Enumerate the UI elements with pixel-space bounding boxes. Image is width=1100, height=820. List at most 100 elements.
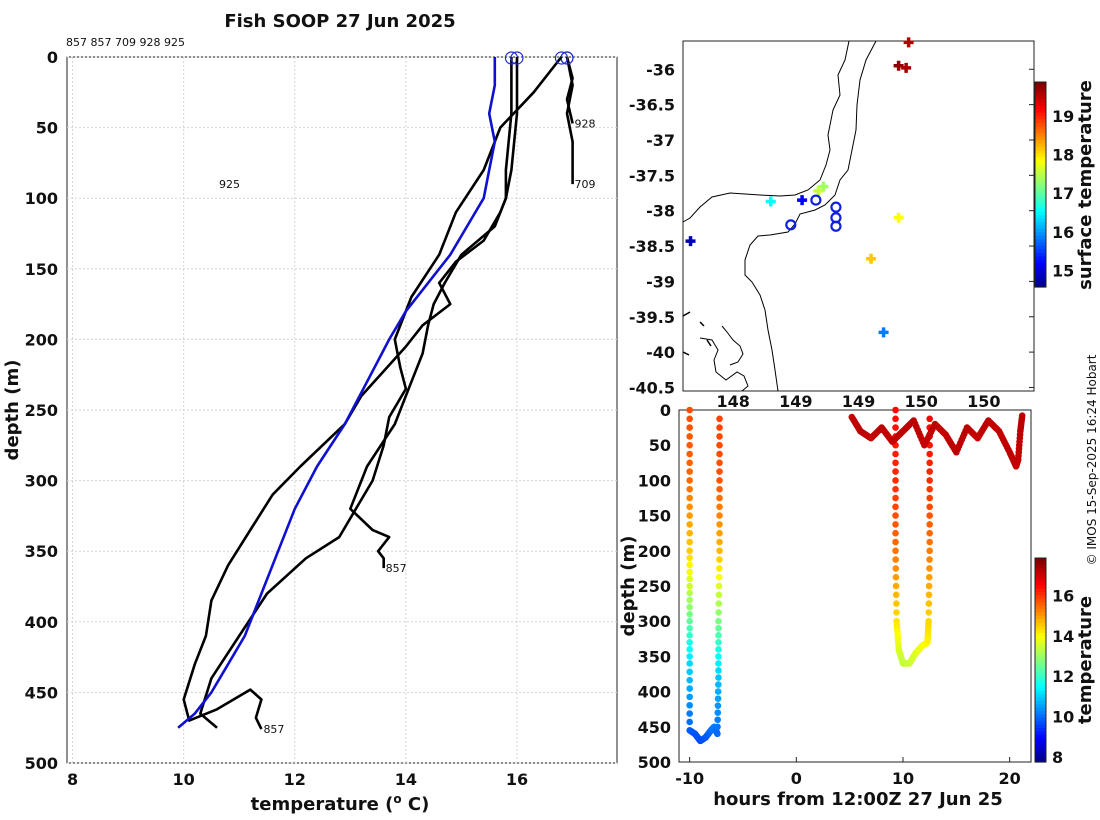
map-colorbar-segment (1035, 187, 1046, 192)
profile-id-label: 928 (575, 117, 596, 130)
map-colorbar-segment (1035, 170, 1046, 175)
profile-line-857 (182, 57, 513, 730)
map-colorbar-segment (1035, 92, 1046, 97)
map-sst-point (901, 62, 912, 73)
timeseries-sample-point (716, 433, 723, 440)
timeseries-y-tick-label: 500 (638, 753, 671, 772)
map-colorbar-segment (1035, 136, 1046, 141)
map-colorbar-segment (1035, 276, 1046, 281)
timeseries-colorbar-segment (1035, 745, 1046, 749)
timeseries-sample-point (686, 433, 693, 440)
map-colorbar-segment (1035, 228, 1046, 233)
timeseries-sample-point (686, 685, 693, 692)
map-colorbar-segment (1035, 235, 1046, 240)
timeseries-sample-point (716, 468, 723, 475)
timeseries-colorbar-segment (1035, 615, 1046, 620)
timeseries-colorbar-segment (1035, 632, 1046, 637)
timeseries-sample-point (686, 554, 693, 562)
map-colorbar-segment (1035, 129, 1046, 134)
timeseries-sample-point (716, 424, 723, 431)
timeseries-sample-point (716, 538, 723, 546)
timeseries-colorbar-segment (1035, 643, 1046, 647)
timeseries-colorbar-segment (1035, 629, 1046, 634)
map-y-tick-label: -39.5 (629, 308, 675, 327)
timeseries-colorbar-segment (1035, 602, 1046, 607)
map-colorbar-segment (1035, 208, 1046, 213)
profile-id-header: 857 857 709 928 925 (66, 36, 185, 49)
timeseries-sample-point (715, 681, 722, 688)
timeseries-sample-point (925, 600, 933, 607)
map-colorbar-segment (1035, 201, 1046, 206)
timeseries-colorbar-segment (1035, 741, 1046, 746)
timeseries-sample-point (686, 701, 693, 709)
credit-text: © IMOS 15-Sep-2025 16:24 Hobart (1085, 354, 1099, 565)
timeseries-sample-point (686, 639, 693, 646)
profile-id-label: 857 (263, 723, 284, 736)
profile-x-tick-label: 12 (284, 770, 306, 789)
timeseries-y-tick-label: 0 (660, 401, 671, 420)
timeseries-sample-point (715, 674, 722, 681)
map-sst-point (893, 60, 904, 71)
timeseries-sample-point (926, 459, 933, 467)
timeseries-sample-point (714, 716, 721, 724)
timeseries-sample-point (716, 415, 723, 423)
profile-y-tick-label: 350 (25, 542, 58, 561)
timeseries-sample-point (892, 529, 899, 537)
timeseries-sample-point (716, 556, 723, 563)
timeseries-sample-point (716, 459, 723, 467)
timeseries-sample-point (715, 624, 722, 632)
timeseries-colorbar-segment (1035, 622, 1046, 627)
map-colorbar-segment (1035, 280, 1046, 285)
timeseries-sample-point (686, 668, 693, 676)
map-sst-point (765, 196, 776, 207)
timeseries-colorbar-segment (1035, 581, 1046, 586)
timeseries-colorbar-segment (1035, 619, 1046, 624)
map-x-tick-label: 148 (716, 392, 749, 411)
timeseries-colorbar-segment (1035, 707, 1046, 712)
timeseries-colorbar-segment (1035, 653, 1046, 658)
timeseries-colorbar-segment (1035, 575, 1046, 579)
timeseries-colorbar-tick-label: 8 (1052, 748, 1063, 767)
timeseries-sample-point (892, 538, 899, 546)
timeseries-colorbar-segment (1035, 598, 1046, 603)
map-colorbar-segment (1035, 205, 1046, 210)
timeseries-colorbar-segment (1035, 564, 1046, 569)
map-sst-point (878, 327, 889, 338)
map-colorbar-segment (1035, 266, 1046, 271)
profile-x-axis-label: temperature (o C) (251, 792, 430, 815)
map-colorbar-segment (1035, 123, 1046, 128)
timeseries-colorbar-segment (1035, 683, 1046, 688)
map-colorbar-segment (1035, 116, 1046, 121)
timeseries-sample-point (892, 556, 899, 563)
timeseries-sample-point (926, 468, 933, 475)
timeseries-sample-point (892, 468, 899, 475)
timeseries-sample-point (715, 617, 722, 625)
map-y-tick-label: -40.5 (629, 378, 675, 397)
timeseries-sample-point (926, 556, 933, 563)
timeseries-y-axis-label: depth (m) (618, 536, 639, 637)
map-colorbar-tick-label: 15 (1052, 262, 1074, 281)
timeseries-colorbar-tick-label: 12 (1052, 667, 1074, 686)
profile-start-marker (510, 51, 524, 65)
timeseries-sample-point (714, 723, 721, 731)
timeseries-sample-point (714, 695, 722, 702)
timeseries-sample-point (892, 450, 899, 458)
timeseries-sample-point (715, 582, 723, 590)
timeseries-y-tick-label: 200 (638, 542, 671, 561)
map-colorbar-segment (1035, 259, 1046, 264)
map-colorbar-label: surface temperature (1075, 80, 1096, 290)
profile-y-tick-label: 150 (25, 260, 58, 279)
map-colorbar-segment (1035, 252, 1046, 257)
timeseries-colorbar-segment (1035, 585, 1046, 590)
map-colorbar-segment (1035, 198, 1046, 203)
timeseries-x-tick-label: 20 (999, 769, 1021, 788)
map-x-tick-label: 150 (967, 392, 1000, 411)
map-y-tick-label: -36 (646, 60, 675, 79)
timeseries-sample-point (715, 660, 722, 667)
timeseries-sample-point (715, 600, 723, 607)
map-colorbar-segment (1035, 211, 1046, 216)
profile-panel: Fish SOOP 27 Jun 2025 857 857 709 928 92… (2, 11, 618, 815)
timeseries-sample-point (926, 565, 933, 572)
timeseries-colorbar-segment (1035, 561, 1046, 566)
timeseries-colorbar-segment (1035, 578, 1046, 583)
